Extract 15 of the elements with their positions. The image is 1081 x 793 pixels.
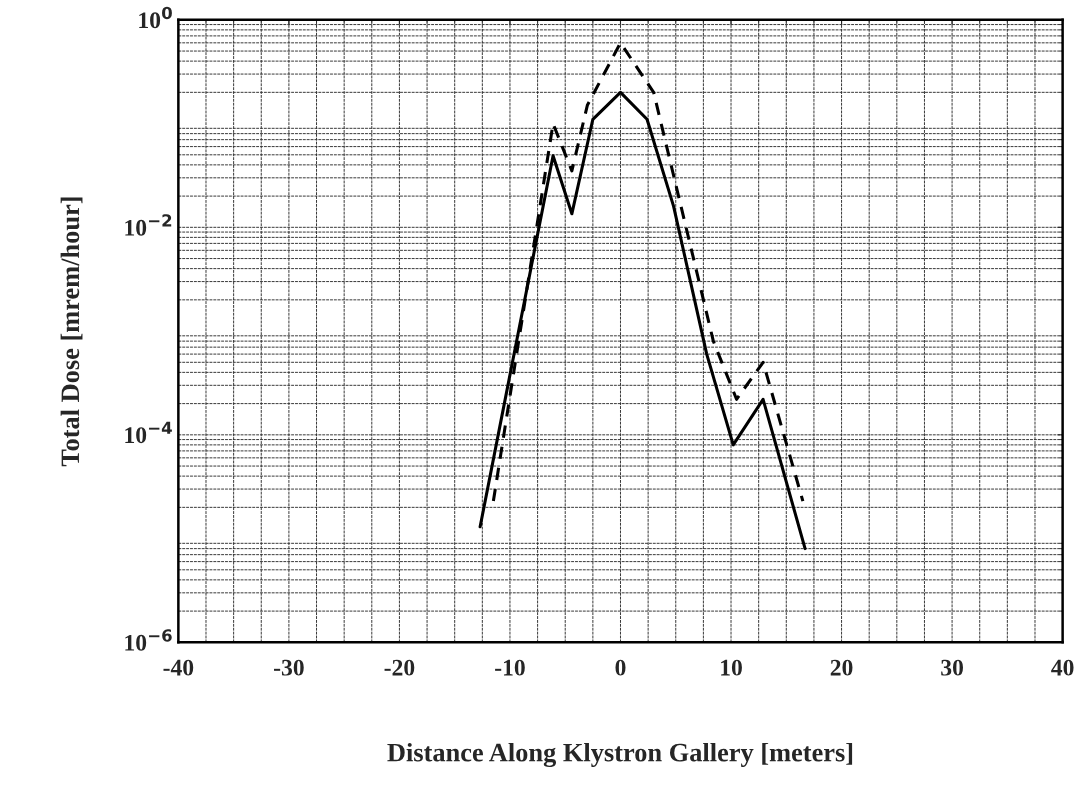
x-tick-label: -10 (495, 659, 525, 676)
x-tick-label: -30 (274, 659, 304, 676)
y-tick-label: 10$^{−2}$ (125, 214, 172, 236)
y-tick-label: 10$^{0}$ (139, 6, 172, 29)
x-axis-title: Distance Along Klystron Gallery [meters] (387, 742, 853, 768)
x-tick-label: 30 (941, 659, 963, 676)
x-tick-label: 20 (830, 659, 853, 676)
x-tick-label: 10 (721, 659, 742, 676)
y-tick-label: 10$^{−6}$ (125, 629, 172, 651)
x-tick-label: -40 (163, 659, 194, 676)
y-axis-title: Total Dose [mrem/hour] (60, 197, 83, 467)
x-tick-label: 0 (615, 659, 626, 676)
x-tick-label: 40 (1051, 659, 1074, 676)
y-tick-label: 10$^{−4}$ (125, 421, 172, 444)
x-tick-label: -20 (384, 659, 415, 676)
